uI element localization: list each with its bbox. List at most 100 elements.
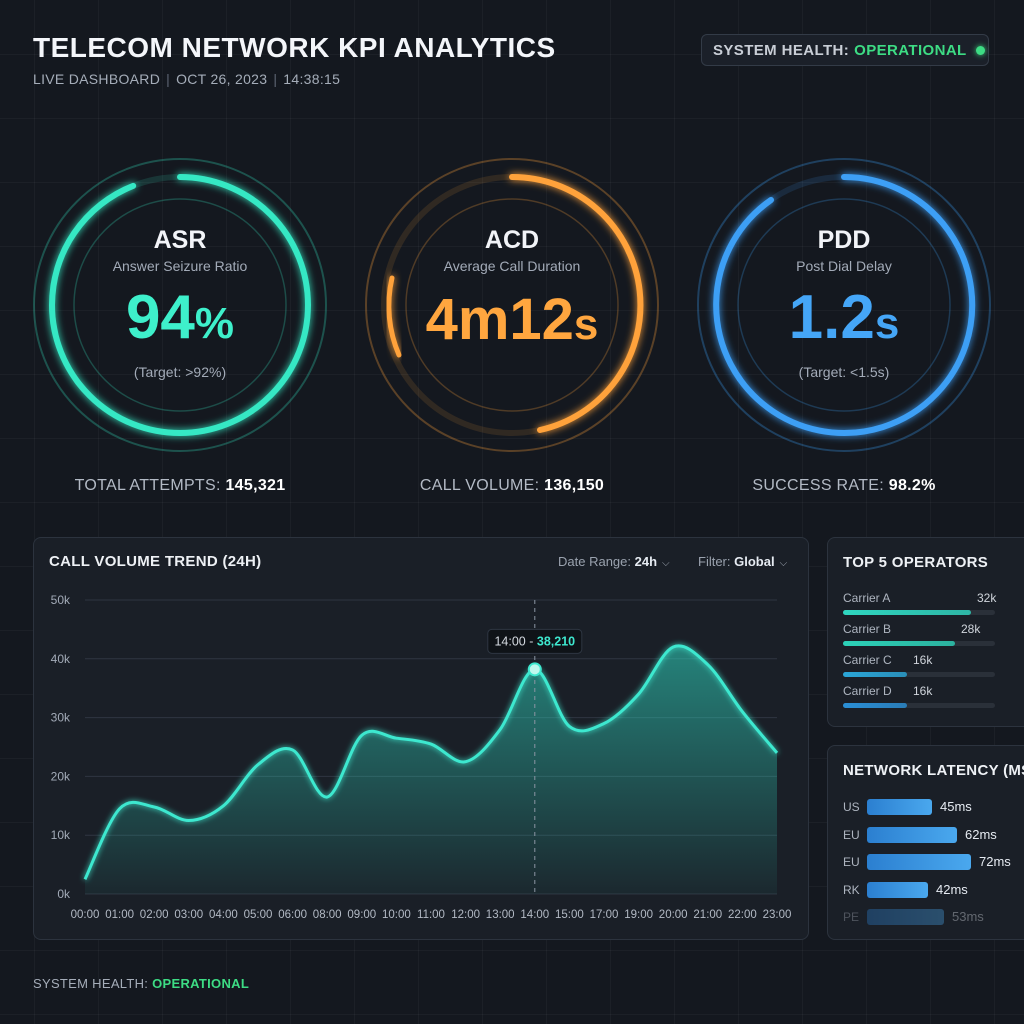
call-volume-chart[interactable]: 0k 10k 20k 30k 40k 50k 00:00 01:00 02:00 03:00 04… — [33, 537, 809, 940]
data-point[interactable] — [497, 726, 503, 732]
x-tick-label: 15:00 — [555, 909, 584, 921]
x-tick-label: 02:00 — [140, 909, 169, 921]
latency-bar — [867, 854, 971, 870]
data-point[interactable] — [324, 794, 330, 800]
x-tick-label: 19:00 — [624, 909, 653, 921]
operator-name: Carrier C — [843, 653, 892, 667]
tooltip-sep: - — [529, 634, 533, 648]
network-latency-title: NETWORK LATENCY (MS) — [843, 762, 1024, 779]
data-point[interactable] — [566, 723, 572, 729]
tooltip-value: 38,210 — [537, 634, 575, 648]
kpi-value: 4m12s — [357, 286, 667, 353]
filter-label: Filter: — [698, 554, 731, 569]
series-line — [83, 644, 779, 880]
footer-system-health: SYSTEM HEALTH: OPERATIONAL — [33, 976, 249, 991]
x-tick-label: 17:00 — [590, 909, 619, 921]
data-point[interactable] — [774, 750, 780, 756]
x-tick-label: 14:00 — [520, 909, 549, 921]
gauge-inner-ring — [405, 198, 619, 412]
tooltip-time: 14:00 — [494, 634, 525, 648]
data-point[interactable] — [117, 806, 123, 812]
operator-bar-fill — [843, 610, 971, 615]
data-point[interactable] — [220, 803, 226, 809]
chart-tooltip: 14:00 - 38,210 — [487, 628, 583, 654]
separator: | — [166, 71, 171, 87]
kpi-value-unit: s — [874, 299, 900, 348]
highlight-data-point[interactable] — [527, 662, 542, 677]
x-tick-label: 21:00 — [693, 909, 722, 921]
y-tick-label: 50k — [51, 593, 71, 607]
operator-bar-track — [843, 610, 995, 615]
data-point[interactable] — [290, 747, 296, 753]
kpi-value-unit: % — [194, 299, 235, 348]
chevron-down-icon: ⌵ — [662, 558, 670, 569]
kpi-card-acd[interactable]: ACD Average Call Duration 4m12s — [357, 150, 667, 460]
operator-value: 16k — [913, 653, 933, 667]
page-title: TELECOM NETWORK KPI ANALYTICS — [33, 32, 556, 63]
kpi-footer-label: SUCCESS RATE: — [752, 477, 884, 494]
latency-region: EU — [843, 827, 860, 842]
date-range-dropdown[interactable]: Date Range: 24h ⌵ — [558, 554, 670, 569]
gauge-outer-ring — [697, 158, 991, 452]
latency-region: PE — [843, 910, 860, 924]
kpi-description: Answer Seizure Ratio — [112, 258, 248, 274]
kpi-footer-acd: CALL VOLUME: 136,150 — [357, 477, 667, 495]
x-tick-label: 01:00 — [105, 909, 134, 921]
gauge-outer-ring — [33, 158, 327, 452]
latency-value: 62ms — [965, 826, 997, 842]
call-volume-title: CALL VOLUME TREND (24H) — [49, 553, 262, 570]
data-point[interactable] — [186, 818, 192, 824]
data-point[interactable] — [670, 644, 676, 650]
kpi-card-pdd[interactable]: PDD Post Dial Delay 1.2s (Target: <1.5s) — [689, 150, 999, 460]
top-operators-title: TOP 5 OPERATORS — [843, 554, 989, 571]
data-point[interactable] — [82, 876, 88, 882]
system-health-badge[interactable]: SYSTEM HEALTH: OPERATIONAL — [701, 34, 989, 66]
latency-region: RK — [843, 882, 860, 897]
operator-value: 16k — [913, 684, 933, 698]
x-tick-label: 04:00 — [209, 909, 238, 921]
kpi-target: (Target: <1.5s) — [798, 364, 890, 380]
operator-value: 32k — [977, 591, 997, 605]
kpi-card-asr[interactable]: ASR Answer Seizure Ratio 94% (Target: >9… — [25, 150, 335, 460]
kpi-name: ASR — [153, 226, 207, 254]
y-tick-label: 10k — [51, 828, 71, 842]
data-point[interactable] — [601, 720, 607, 726]
data-point[interactable] — [151, 804, 157, 810]
data-point[interactable] — [359, 732, 365, 738]
operator-bar-fill — [843, 672, 907, 677]
x-tick-label: 09:00 — [347, 909, 376, 921]
data-point[interactable] — [428, 741, 434, 747]
latency-region: EU — [843, 855, 860, 869]
kpi-name: PDD — [817, 226, 871, 254]
x-tick-label: 11:00 — [417, 909, 445, 921]
date-range-value: 24h — [634, 554, 658, 569]
data-point[interactable] — [463, 759, 469, 765]
latency-value: 72ms — [979, 854, 1011, 869]
x-tick-label: 03:00 — [174, 909, 203, 921]
kpi-footer-value: 98.2% — [888, 477, 936, 494]
data-point[interactable] — [255, 762, 261, 768]
data-point[interactable] — [636, 691, 642, 697]
operator-bar-track — [843, 703, 995, 708]
data-point[interactable] — [705, 662, 711, 668]
gauge-inner-ring — [73, 198, 287, 412]
operator-bar-track — [843, 672, 995, 677]
y-tick-label: 20k — [51, 769, 71, 783]
pdd-gauge — [697, 158, 991, 452]
gauge-progress-arc — [509, 173, 644, 433]
y-tick-label: 40k — [51, 652, 71, 666]
dashboard-date: OCT 26, 2023 — [176, 71, 268, 87]
date-range-label: Date Range: — [558, 554, 631, 569]
acd-gauge — [365, 158, 659, 452]
x-tick-label: 13:00 — [486, 909, 515, 921]
tooltip-box — [487, 628, 583, 654]
data-point[interactable] — [739, 709, 745, 715]
kpi-footer-pdd: SUCCESS RATE: 98.2% — [689, 477, 999, 495]
data-point[interactable] — [393, 735, 399, 741]
y-tick-label: 0k — [57, 887, 71, 901]
latency-bar — [867, 909, 944, 925]
system-health-status: OPERATIONAL — [854, 41, 967, 59]
filter-dropdown[interactable]: Filter: Global ⌵ — [698, 554, 787, 569]
gauge-progress-arc — [49, 174, 311, 436]
dashboard-subtitle: LIVE DASHBOARD | OCT 26, 2023 | 14:38:15 — [33, 71, 340, 87]
